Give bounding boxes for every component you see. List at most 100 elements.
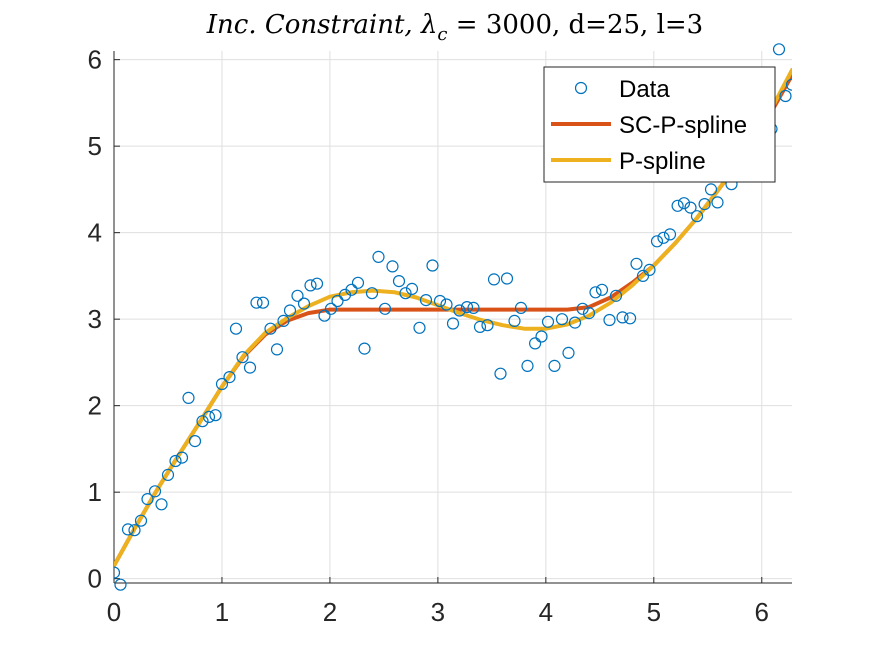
data-point xyxy=(243,361,257,374)
data-point xyxy=(481,319,494,332)
data-point xyxy=(270,343,284,356)
data-point xyxy=(589,286,602,299)
legend-label: SC-P-spline xyxy=(619,112,747,139)
data-point xyxy=(161,468,175,481)
x-tick-label: 2 xyxy=(323,597,337,627)
data-point xyxy=(209,409,222,422)
axes: 0 1 2 3 4 5 6 0 1 2 3 4 5 6 xyxy=(88,45,792,627)
data-point xyxy=(419,294,433,307)
data-point xyxy=(426,259,439,272)
data-point xyxy=(386,260,399,273)
data-point xyxy=(196,415,209,428)
x-tick-label: 0 xyxy=(107,597,121,627)
data-point xyxy=(785,78,792,91)
data-point xyxy=(500,272,514,285)
data-point xyxy=(134,514,148,527)
data-point xyxy=(318,309,331,322)
y-tick-label: 3 xyxy=(88,304,102,334)
data-point xyxy=(595,283,609,296)
data-point xyxy=(256,296,270,309)
y-tick-label: 0 xyxy=(88,564,102,594)
legend: Data SC-P-spline P-spline xyxy=(543,66,776,183)
data-point xyxy=(582,307,596,320)
data-point xyxy=(603,313,616,327)
data-point xyxy=(677,197,691,210)
data-point xyxy=(264,322,277,335)
data-point xyxy=(657,231,670,244)
data-point xyxy=(121,523,135,536)
data-point xyxy=(487,273,501,286)
legend-marker-data xyxy=(574,81,588,95)
x-tick-label: 4 xyxy=(539,597,553,627)
data-point xyxy=(345,283,358,296)
data-point xyxy=(202,410,216,423)
data-point xyxy=(779,89,792,103)
data-point xyxy=(229,322,243,335)
data-point xyxy=(623,312,637,325)
data-point xyxy=(433,294,447,308)
y-tick-label: 2 xyxy=(88,391,102,421)
x-tick-label: 5 xyxy=(647,597,661,627)
data-point xyxy=(365,287,379,300)
data-point xyxy=(405,282,419,295)
y-tick-label: 4 xyxy=(88,218,102,248)
data-point xyxy=(114,578,127,591)
data-point xyxy=(378,302,392,315)
data-point xyxy=(175,451,189,464)
data-point xyxy=(698,198,711,211)
data-point xyxy=(711,196,724,209)
data-point xyxy=(671,199,684,212)
data-point xyxy=(663,228,677,241)
data-point xyxy=(114,566,121,579)
data-point xyxy=(283,304,297,317)
data-point xyxy=(291,289,304,302)
data-point xyxy=(188,435,202,448)
data-point xyxy=(399,287,412,300)
data-point xyxy=(494,367,507,380)
data-point xyxy=(446,317,460,330)
data-point xyxy=(304,279,317,292)
data-point xyxy=(508,314,521,327)
data-point xyxy=(297,297,311,310)
data-point xyxy=(155,498,168,511)
data-point xyxy=(460,301,474,314)
data-point xyxy=(473,320,487,333)
data-point xyxy=(772,43,786,56)
data-point xyxy=(704,183,718,196)
y-tick-label: 5 xyxy=(88,131,102,161)
data-point xyxy=(182,391,195,404)
data-point xyxy=(562,346,575,359)
data-point xyxy=(690,210,704,223)
y-tick-label: 6 xyxy=(88,45,102,75)
data-point xyxy=(331,294,344,308)
chart-title: Inc. Constraint, λc = 3000, d=25, l=3 xyxy=(206,10,703,45)
legend-label: Data xyxy=(619,76,670,103)
data-point xyxy=(310,277,324,290)
data-point xyxy=(277,314,290,327)
data-point xyxy=(223,371,236,384)
data-point xyxy=(148,485,162,498)
legend-label: P-spline xyxy=(619,148,706,175)
data-point xyxy=(324,302,338,315)
x-tick-label: 1 xyxy=(215,597,229,627)
data-point xyxy=(514,301,528,314)
data-point xyxy=(521,359,534,372)
data-point xyxy=(392,275,406,288)
data-point xyxy=(250,296,263,309)
data-point xyxy=(128,524,141,537)
data-point xyxy=(541,315,555,328)
data-point xyxy=(630,257,643,270)
y-tick-label: 1 xyxy=(88,477,102,507)
data-point xyxy=(351,276,365,289)
data-point xyxy=(568,316,582,329)
data-point xyxy=(609,289,623,302)
data-point xyxy=(358,342,371,355)
data-point xyxy=(215,377,229,391)
data-point xyxy=(528,337,542,350)
data-point xyxy=(440,298,453,311)
data-point xyxy=(141,493,154,506)
data-point xyxy=(236,351,249,364)
data-point xyxy=(169,454,182,468)
data-point xyxy=(535,330,548,343)
